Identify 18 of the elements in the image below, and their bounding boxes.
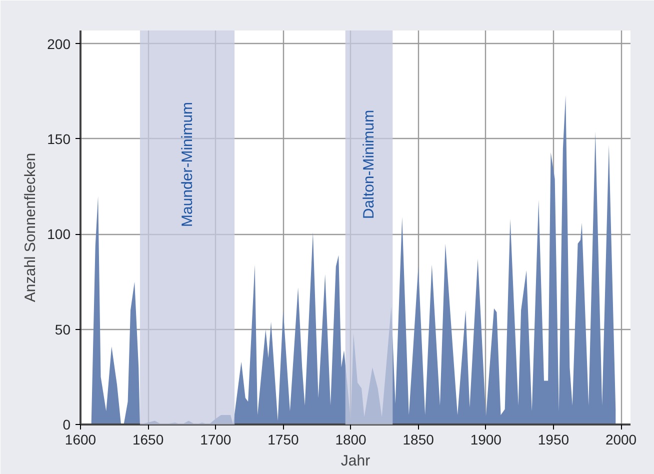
x-axis-title: Jahr	[340, 452, 370, 470]
x-tick-label: 1600	[64, 432, 96, 448]
x-tick-label: 1800	[335, 432, 367, 448]
x-tick-label: 1950	[538, 432, 570, 448]
y-tick-label: 100	[47, 226, 71, 242]
x-tick-label: 1750	[268, 432, 299, 448]
y-tick-label: 0	[62, 416, 71, 432]
y-tick-label: 50	[54, 321, 71, 338]
x-tick-label: 1650	[132, 432, 164, 448]
x-tick-label: 1850	[402, 432, 434, 448]
y-axis-title: Anzahl Sonnenflecken	[22, 152, 40, 302]
x-tick-label: 1900	[470, 432, 502, 448]
x-tick-label: 2000	[605, 432, 637, 448]
y-tick-label: 150	[47, 130, 71, 147]
x-tick-label: 1700	[200, 432, 232, 448]
band-label: Maunder-Minimum	[178, 102, 196, 227]
band-label: Dalton-Minimum	[360, 110, 378, 220]
y-tick-label: 200	[47, 36, 71, 52]
